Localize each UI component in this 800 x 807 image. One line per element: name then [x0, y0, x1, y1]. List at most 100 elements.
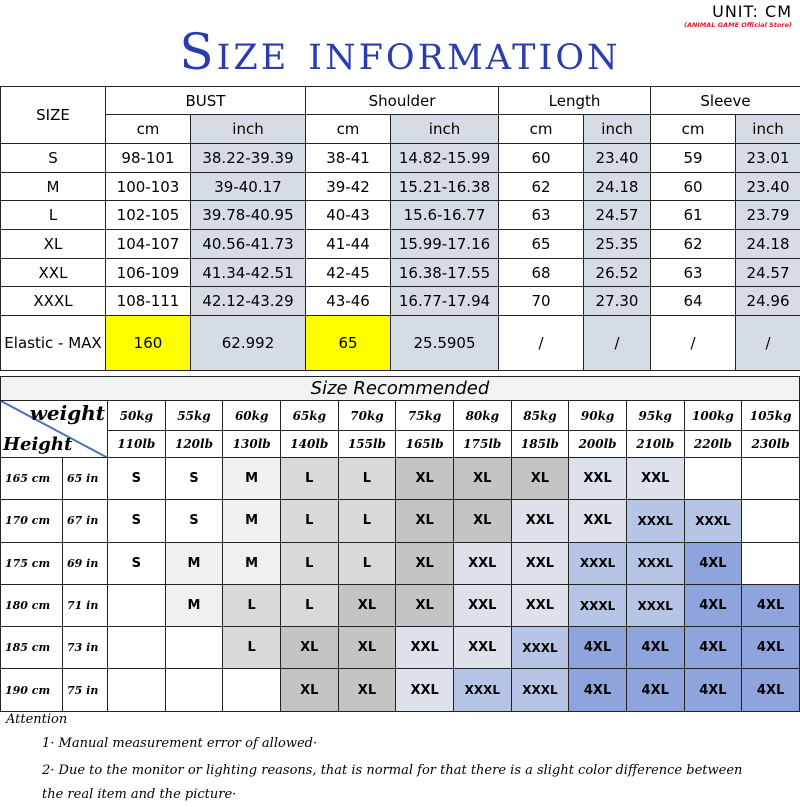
weight-kg: 50kg [108, 401, 166, 431]
size-cell: 4XL [684, 627, 742, 669]
size-cell: XXXL [453, 669, 511, 711]
weight-kg: 75kg [396, 401, 454, 431]
size-cell: XXL [626, 458, 684, 500]
table-cell: 39-40.17 [191, 172, 306, 201]
table-cell: S [1, 144, 106, 173]
table-cell: / [651, 316, 736, 371]
size-cell: S [108, 458, 166, 500]
table-cell: 60 [499, 144, 584, 173]
weight-lb: 120lb [165, 431, 223, 458]
size-cell: M [165, 584, 223, 626]
size-cell: M [223, 500, 281, 542]
size-cell: M [223, 458, 281, 500]
unit-header: cm [106, 115, 191, 144]
table-cell: 41-44 [306, 230, 391, 259]
table-cell: 65 [499, 230, 584, 259]
attention-section: Attention 1· Manual measurement error of… [6, 711, 746, 807]
size-cell: L [338, 458, 396, 500]
table-cell: 25.5905 [391, 316, 499, 371]
size-cell: XXL [511, 584, 569, 626]
table-cell: 24.18 [584, 172, 651, 201]
size-cell [108, 584, 166, 626]
height-cm: 185 cm [1, 627, 63, 669]
store-label: (ANIMAL GAME Official Store) [684, 21, 792, 29]
section-title: Size Recommended [1, 377, 800, 401]
weight-lb: 130lb [223, 431, 281, 458]
size-cell: 4XL [626, 669, 684, 711]
size-cell [742, 458, 800, 500]
table-cell: 61 [651, 201, 736, 230]
size-cell [108, 669, 166, 711]
size-cell: S [165, 458, 223, 500]
height-cm: 180 cm [1, 584, 63, 626]
size-cell: XXL [569, 458, 627, 500]
size-cell: 4XL [742, 669, 800, 711]
size-cell: L [280, 542, 338, 584]
height-in: 73 in [63, 627, 108, 669]
size-cell [165, 669, 223, 711]
weight-kg: 105kg [742, 401, 800, 431]
table-cell: 23.79 [736, 201, 800, 230]
weight-kg: 65kg [280, 401, 338, 431]
size-cell: L [280, 458, 338, 500]
size-cell: XXXL [511, 627, 569, 669]
size-cell: L [223, 627, 281, 669]
weight-kg: 80kg [453, 401, 511, 431]
size-cell: XXXL [626, 584, 684, 626]
table-cell: 15.99-17.16 [391, 230, 499, 259]
table-cell: 98-101 [106, 144, 191, 173]
unit-header: inch [391, 115, 499, 144]
height-cm: 175 cm [1, 542, 63, 584]
weight-lb: 165lb [396, 431, 454, 458]
page-title: Size information [0, 22, 800, 82]
size-cell: XXXL [626, 542, 684, 584]
size-cell: S [165, 500, 223, 542]
table-cell: XL [1, 230, 106, 259]
table-cell: 65 [306, 316, 391, 371]
size-cell: 4XL [742, 627, 800, 669]
size-cell: XXXL [569, 584, 627, 626]
unit-header: cm [306, 115, 391, 144]
size-cell: 4XL [569, 627, 627, 669]
table-cell: 63 [499, 201, 584, 230]
height-label: Height [3, 434, 72, 455]
size-cell: S [108, 500, 166, 542]
table-cell: 38-41 [306, 144, 391, 173]
group-header: Shoulder [306, 87, 499, 115]
size-cell: 4XL [626, 627, 684, 669]
table-cell: 62 [651, 230, 736, 259]
unit-header: inch [584, 115, 651, 144]
height-cm: 170 cm [1, 500, 63, 542]
table-cell: 24.18 [736, 230, 800, 259]
table-cell: 59 [651, 144, 736, 173]
size-cell: XL [396, 458, 454, 500]
weight-lb: 155lb [338, 431, 396, 458]
size-cell: XL [396, 584, 454, 626]
size-cell [684, 458, 742, 500]
table-cell: 23.40 [584, 144, 651, 173]
table-cell: 14.82-15.99 [391, 144, 499, 173]
table-cell: 62 [499, 172, 584, 201]
table-cell: 15.6-16.77 [391, 201, 499, 230]
size-cell: L [338, 500, 396, 542]
table-cell: 39.78-40.95 [191, 201, 306, 230]
size-cell [742, 500, 800, 542]
size-cell: XL [396, 542, 454, 584]
table-cell: 15.21-16.38 [391, 172, 499, 201]
weight-kg: 100kg [684, 401, 742, 431]
table-cell: 60 [651, 172, 736, 201]
size-cell: XL [338, 627, 396, 669]
size-cell: XL [396, 500, 454, 542]
height-in: 75 in [63, 669, 108, 711]
size-cell: S [108, 542, 166, 584]
size-cell: 4XL [684, 542, 742, 584]
table-cell: Elastic - MAX [1, 316, 106, 371]
table-cell: 41.34-42.51 [191, 258, 306, 287]
table-cell: 68 [499, 258, 584, 287]
